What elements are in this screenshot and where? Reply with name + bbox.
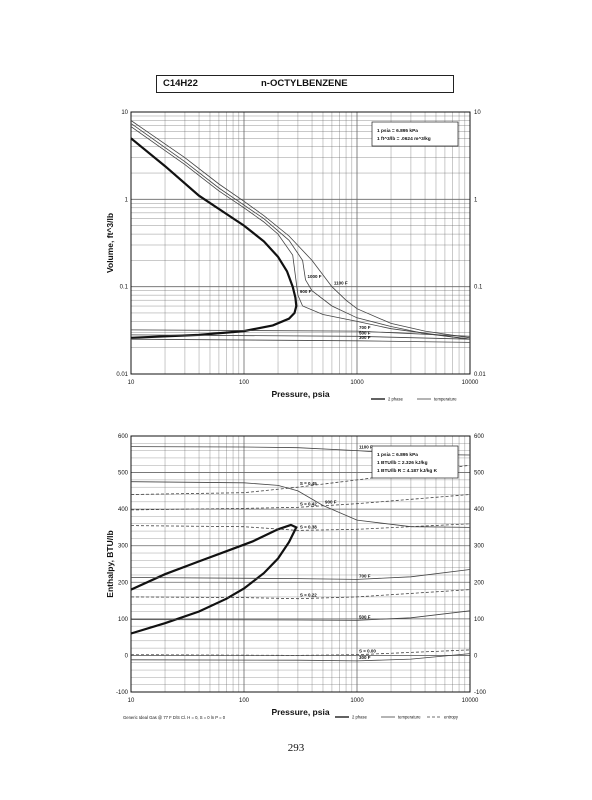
conversion-line: 1 BTU/lb = 2.326 kJ/kg <box>377 460 428 466</box>
y-tick-label-right: 0 <box>474 653 478 659</box>
series-line-entropy <box>130 523 471 531</box>
y-tick-label-left: 500 <box>118 471 129 477</box>
series-label: 300 F <box>359 655 371 660</box>
series-line-temperature <box>130 126 471 340</box>
series-line-temperature <box>130 329 471 337</box>
series-line-temperature <box>130 653 471 662</box>
legend-label: 2 phase <box>388 397 404 402</box>
y-tick-label-right: 300 <box>474 544 485 550</box>
y-tick-label-right: 1 <box>474 197 478 203</box>
conversion-box-frame <box>371 121 459 147</box>
series-label: 1100 F <box>334 281 348 286</box>
series-line-entropy <box>130 494 471 511</box>
conversion-line: 1 psia = 6.895 kPa <box>377 452 418 458</box>
plot-frame <box>130 435 471 693</box>
series-label: 900 F <box>325 499 337 504</box>
page-number: 293 <box>287 742 305 754</box>
series-line-temperature <box>130 610 471 621</box>
y-tick-label-right: 500 <box>474 471 485 477</box>
series-label: 700 F <box>359 325 371 330</box>
series-line-entropy <box>130 649 471 656</box>
series-line-temperature <box>130 334 471 340</box>
series-group: 1100 F 900 F 700 F 500 F 300 F S = 0.45 S = 0.… <box>130 445 471 662</box>
x-tick-label: 100 <box>239 698 250 704</box>
series-line-2-phase <box>130 523 298 635</box>
x-tick-label: 1000 <box>350 380 364 386</box>
series-label: 900 F <box>300 289 312 294</box>
x-tick-label: 10000 <box>462 380 479 386</box>
y-axis-label: Enthalpy, BTU/lb <box>105 530 115 597</box>
y-tick-label-left: -100 <box>116 690 129 696</box>
series-line-2-phase <box>130 137 298 339</box>
x-tick-label: 10000 <box>462 698 479 704</box>
series-label: 1100 F <box>359 445 373 450</box>
footnote: Generic Ideal Gas @ 77 F D/S Cl. H = 0, … <box>123 715 226 720</box>
conversion-line: 1 psia = 6.895 kPa <box>377 128 418 134</box>
conversion-line: 1 BTU/lb R = 4.187 kJ/kg K <box>377 468 438 474</box>
y-tick-label-right: 0.1 <box>474 285 483 291</box>
x-axis-label: Pressure, psia <box>271 707 329 717</box>
compound-formula: C14H22 <box>163 78 198 89</box>
y-tick-label-left: 10 <box>121 110 128 116</box>
x-tick-label: 100 <box>239 380 250 386</box>
y-tick-label-left: 0.01 <box>116 372 128 378</box>
y-tick-label-left: 100 <box>118 617 129 623</box>
legend-label: 2 phase <box>352 715 368 720</box>
series-line-temperature <box>130 338 471 343</box>
series-label: 300 F <box>359 335 371 340</box>
series-line-temperature <box>130 481 471 528</box>
series-label: S = 0.38 <box>300 524 317 529</box>
legend-label: entropy <box>444 715 459 720</box>
plot-frame <box>130 111 471 375</box>
x-tick-label: 10 <box>128 698 135 704</box>
series-line-temperature <box>130 120 471 339</box>
y-tick-label-right: 0.01 <box>474 372 486 378</box>
legend-label: temperature <box>398 715 421 720</box>
conversion-box: 1 psia = 6.895 kPa 1 ft^3/lb = .0624 m^3/… <box>371 121 459 147</box>
series-label: S = 0.42 <box>300 501 317 506</box>
grid <box>130 435 470 693</box>
series-label: S = 0.45 <box>300 481 317 486</box>
series-line-temperature <box>130 123 471 340</box>
conversion-box-frame <box>371 445 459 479</box>
legend-label: temperature <box>434 397 457 402</box>
y-tick-label-right: 200 <box>474 580 485 586</box>
title-box: C14H22 n-OCTYLBENZENE <box>156 75 454 93</box>
y-tick-label-left: 1 <box>125 197 129 203</box>
y-tick-label-right: 400 <box>474 507 485 513</box>
y-tick-label-left: 400 <box>118 507 129 513</box>
conversion-line: 1 ft^3/lb = .0624 m^3/kg <box>377 136 431 142</box>
y-tick-label-right: 10 <box>474 110 481 116</box>
series-label: S = 0.00 <box>359 649 376 654</box>
series-line-temperature <box>130 569 471 580</box>
legend: 2 phase temperature <box>371 397 457 402</box>
y-tick-label-right: -100 <box>474 690 487 696</box>
y-tick-label-left: 0 <box>125 653 129 659</box>
y-axis-label: Volume, ft^3/lb <box>105 213 115 273</box>
y-tick-label-left: 200 <box>118 580 129 586</box>
series-label: 1000 F <box>307 274 321 279</box>
series-label: 500 F <box>359 614 371 619</box>
compound-name: n-OCTYLBENZENE <box>261 78 348 89</box>
y-tick-label-left: 600 <box>118 434 129 440</box>
series-line-entropy <box>130 464 471 495</box>
chart-2: 10 100 1000 10000 -100 -100 0 0 100 100 200 200 300 3… <box>105 434 487 720</box>
y-tick-label-right: 600 <box>474 434 485 440</box>
chart-1: 10 100 1000 10000 0.01 0.01 0.1 0.1 1 1 10 10 Pressu… <box>105 110 486 402</box>
y-tick-label-left: 0.1 <box>120 285 129 291</box>
x-axis-label: Pressure, psia <box>271 389 329 399</box>
y-tick-label-right: 100 <box>474 617 485 623</box>
series-label: 500 F <box>359 330 371 335</box>
series-label: S = 0.22 <box>300 593 317 598</box>
x-tick-label: 1000 <box>350 698 364 704</box>
y-tick-label-left: 300 <box>118 544 129 550</box>
legend: 2 phase temperature entropy <box>335 715 459 720</box>
series-label: 700 F <box>359 573 371 578</box>
x-tick-label: 10 <box>128 380 135 386</box>
series-line-entropy <box>130 589 471 600</box>
conversion-box: 1 psia = 6.895 kPa 1 BTU/lb = 2.326 kJ/kg… <box>371 445 459 479</box>
